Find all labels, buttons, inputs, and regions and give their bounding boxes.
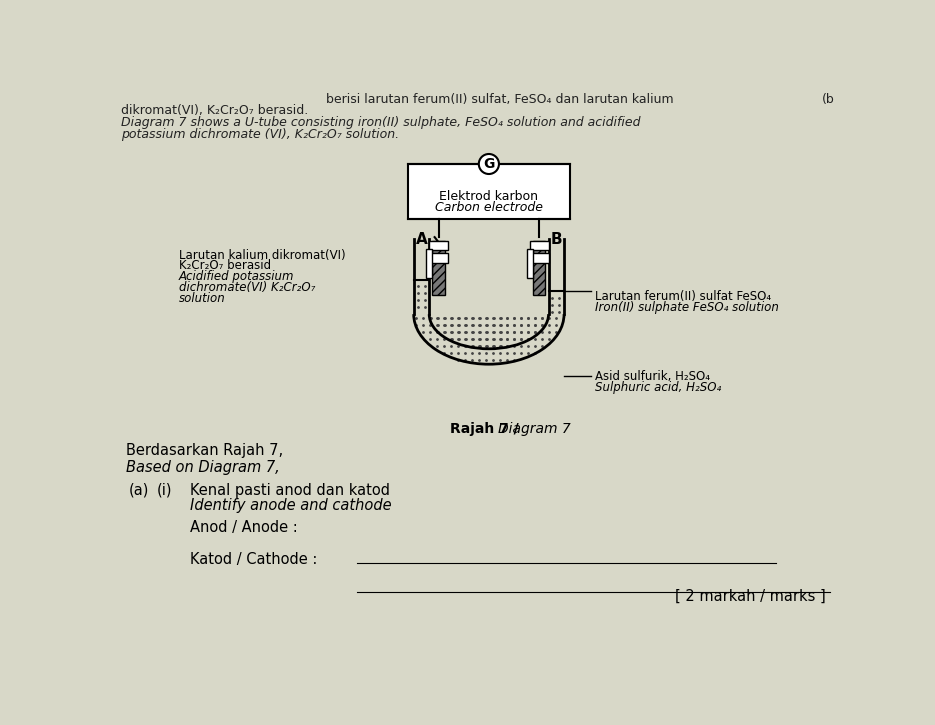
Text: Diagram 7 shows a U-tube consisting iron(II) sulphate, FeSO₄ solution and acidif: Diagram 7 shows a U-tube consisting iron… <box>121 116 640 129</box>
Bar <box>408 164 570 220</box>
Text: berisi larutan ferum(II) sulfat, FeSO₄ dan larutan kalium: berisi larutan ferum(II) sulfat, FeSO₄ d… <box>326 93 674 106</box>
Bar <box>530 241 549 250</box>
Text: Diagram 7: Diagram 7 <box>498 422 571 436</box>
Bar <box>429 253 448 262</box>
Text: Asid sulfurik, H₂SO₄: Asid sulfurik, H₂SO₄ <box>595 370 710 384</box>
Text: Based on Diagram 7,: Based on Diagram 7, <box>126 460 280 475</box>
Bar <box>526 249 533 278</box>
Text: dikromat(VI), K₂Cr₂O₇ berasid.: dikromat(VI), K₂Cr₂O₇ berasid. <box>121 104 308 117</box>
Text: Katod / Cathode :: Katod / Cathode : <box>191 552 318 567</box>
Text: Larutan kalium dikromat(VI): Larutan kalium dikromat(VI) <box>179 249 346 262</box>
Text: (b: (b <box>822 93 835 106</box>
Text: B: B <box>551 232 562 247</box>
Circle shape <box>479 154 499 174</box>
Text: Anod / Anode :: Anod / Anode : <box>191 520 298 535</box>
Text: (i): (i) <box>157 483 173 498</box>
Text: [ 2 markah / marks ]: [ 2 markah / marks ] <box>675 589 826 604</box>
Bar <box>533 241 545 295</box>
Text: Berdasarkan Rajah 7,: Berdasarkan Rajah 7, <box>126 443 283 457</box>
Text: dichromate(VI) K₂Cr₂O₇: dichromate(VI) K₂Cr₂O₇ <box>179 281 315 294</box>
Text: solution: solution <box>179 292 225 304</box>
Text: Kenal pasti anod dan katod: Kenal pasti anod dan katod <box>191 483 391 498</box>
Text: Sulphuric acid, H₂SO₄: Sulphuric acid, H₂SO₄ <box>595 381 721 394</box>
Text: A: A <box>415 232 427 247</box>
Text: Larutan ferum(II) sulfat FeSO₄: Larutan ferum(II) sulfat FeSO₄ <box>595 290 771 303</box>
Text: Carbon electrode: Carbon electrode <box>435 202 543 215</box>
Text: Elektrod karbon: Elektrod karbon <box>439 190 539 203</box>
Text: Identify anode and cathode: Identify anode and cathode <box>191 498 392 513</box>
Bar <box>530 253 549 262</box>
Bar <box>426 249 432 278</box>
Text: Rajah 7 /: Rajah 7 / <box>450 422 524 436</box>
Text: G: G <box>483 157 495 171</box>
Text: (a): (a) <box>128 483 149 498</box>
Text: Acidified potassium: Acidified potassium <box>179 270 295 283</box>
Bar <box>432 241 445 295</box>
Text: Iron(II) sulphate FeSO₄ solution: Iron(II) sulphate FeSO₄ solution <box>595 301 779 314</box>
Text: K₂Cr₂O₇ berasid: K₂Cr₂O₇ berasid <box>179 260 271 273</box>
Text: potassium dichromate (VI), K₂Cr₂O₇ solution.: potassium dichromate (VI), K₂Cr₂O₇ solut… <box>121 128 399 141</box>
Bar <box>429 241 448 250</box>
